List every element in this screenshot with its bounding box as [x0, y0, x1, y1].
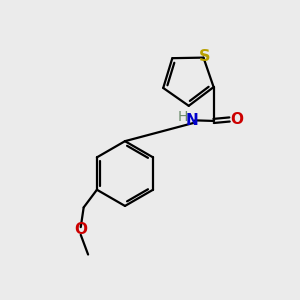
- Text: O: O: [230, 112, 243, 127]
- Text: H: H: [177, 110, 188, 124]
- Text: O: O: [74, 222, 87, 237]
- Text: N: N: [186, 113, 199, 128]
- Text: S: S: [199, 49, 211, 64]
